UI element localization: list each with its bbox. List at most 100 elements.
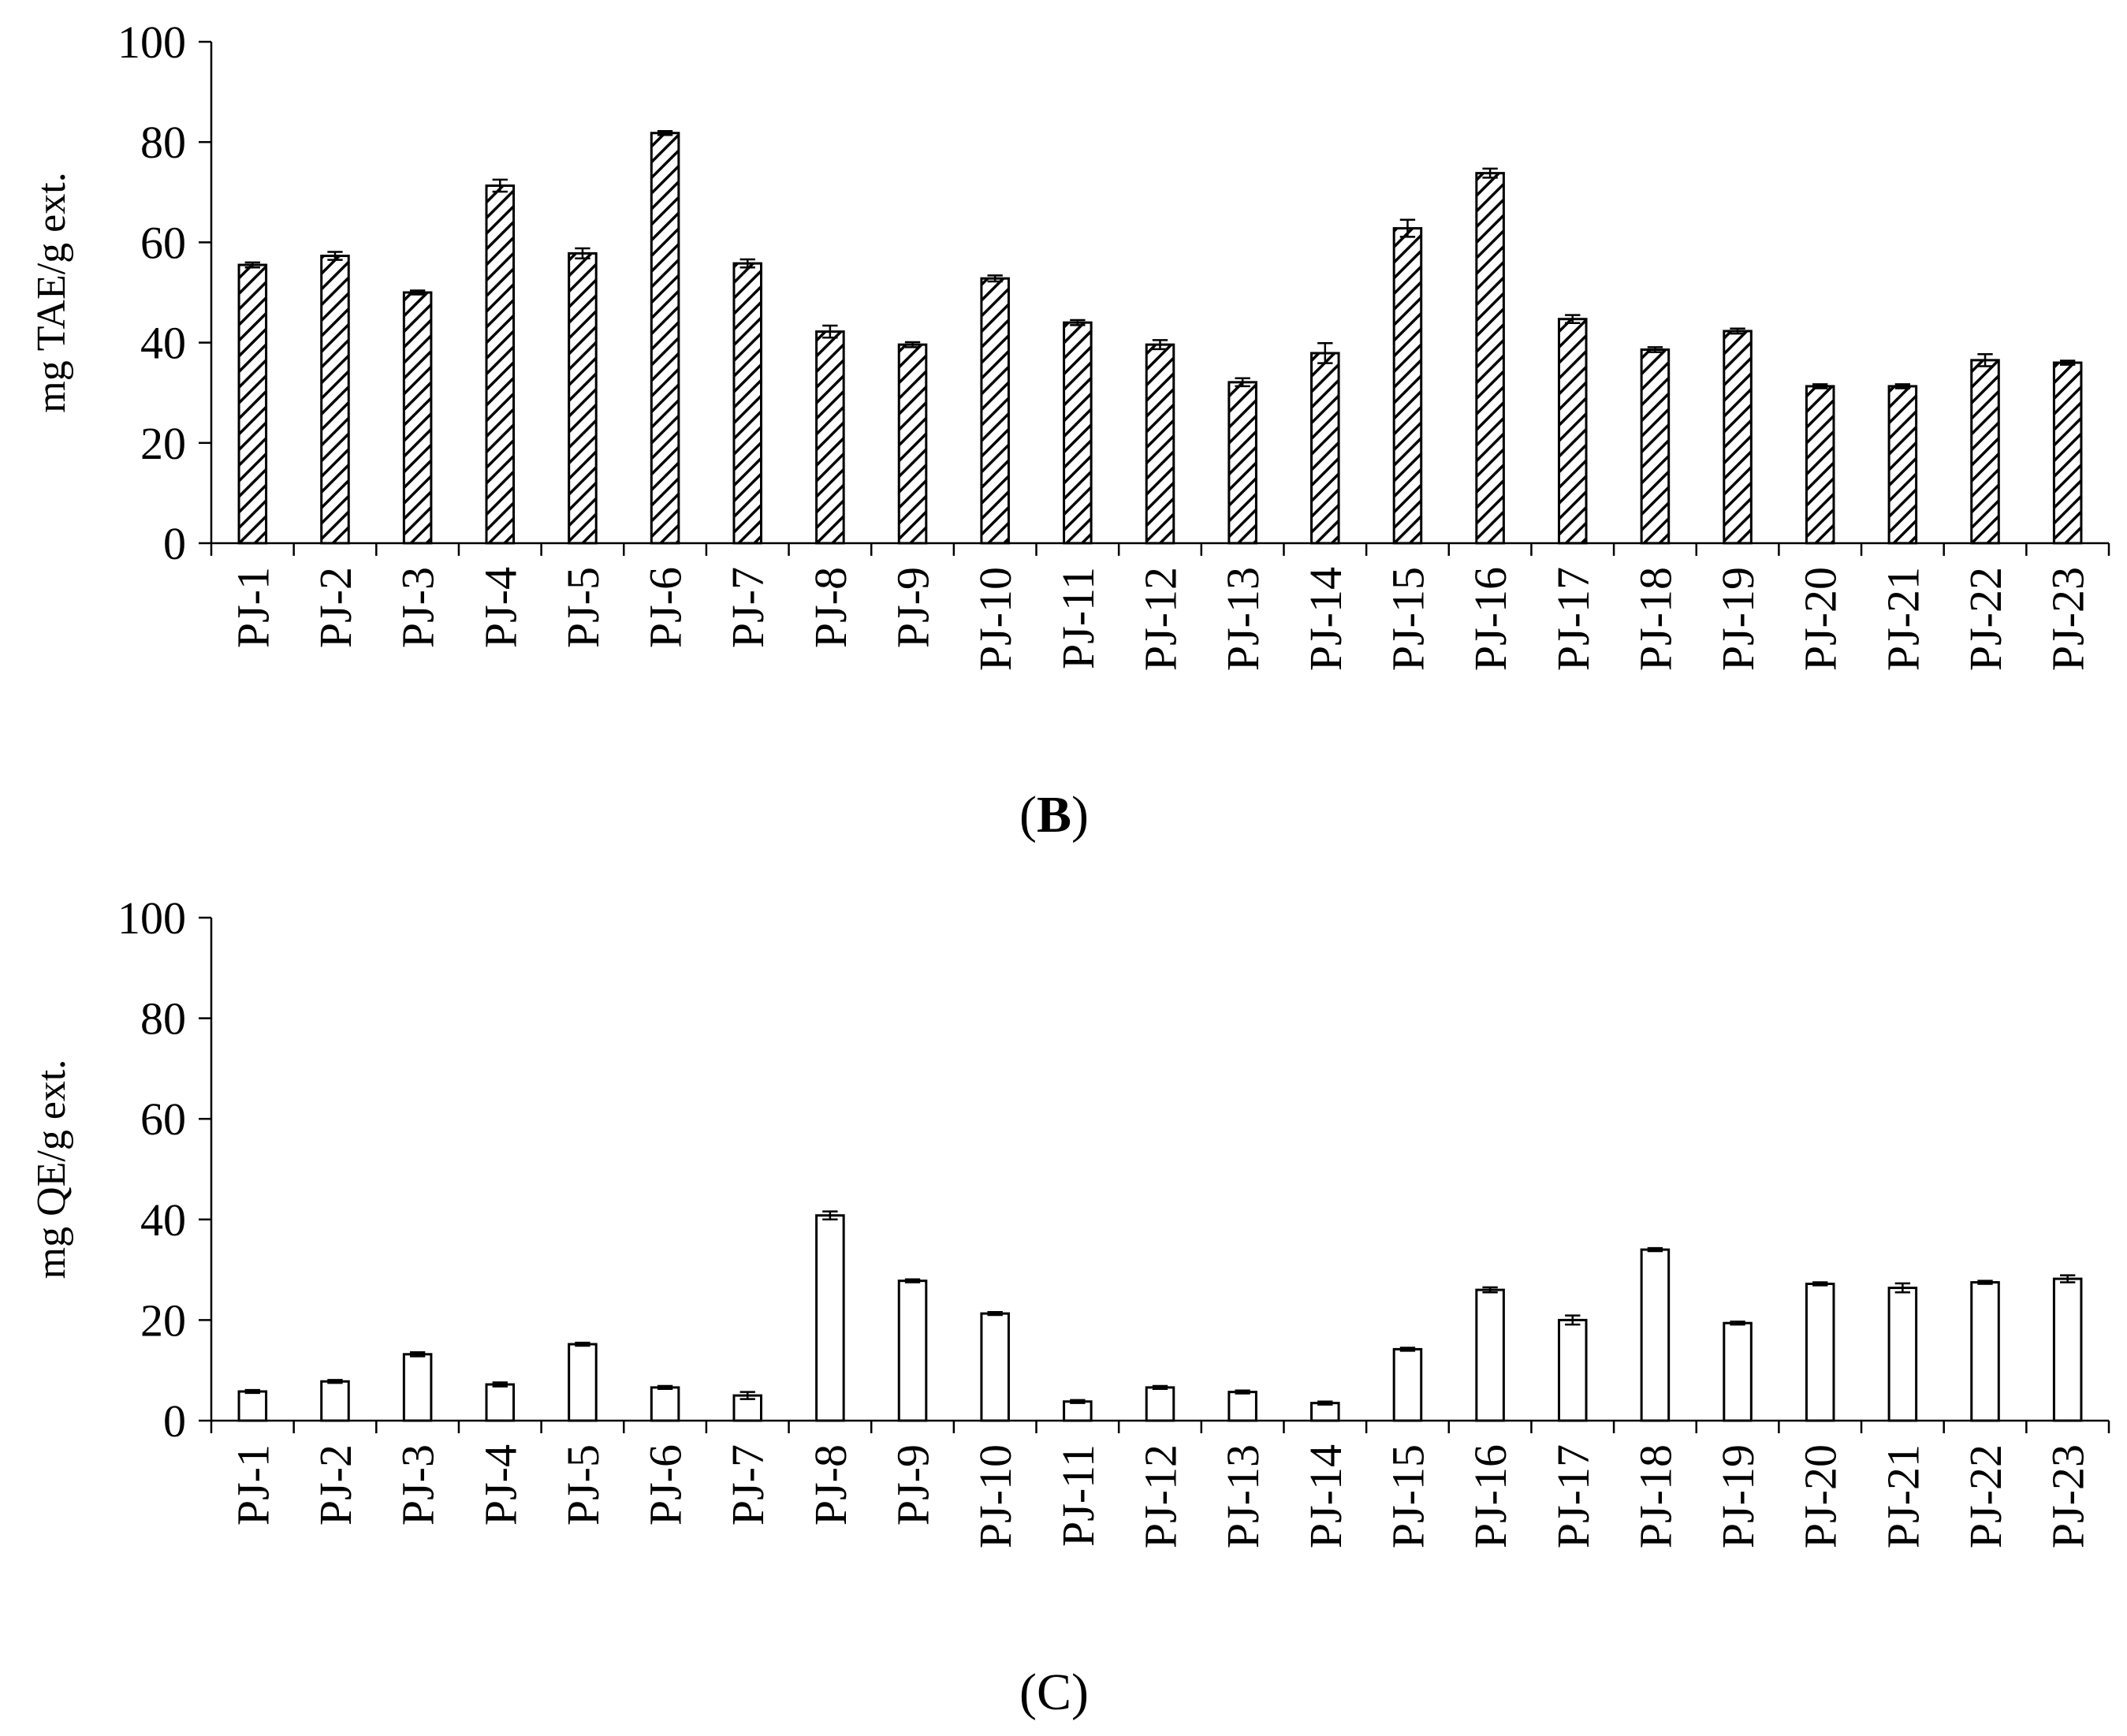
error-bar-b-pj-17 — [1565, 314, 1581, 325]
bar-c-pj-9 — [897, 1280, 928, 1422]
error-bar-c-pj-17 — [1565, 1314, 1581, 1326]
error-bar-c-pj-13 — [1235, 1389, 1250, 1395]
x-tick-label-c-pj-14: PJ-14 — [1300, 1444, 1351, 1548]
y-tick-label-c-20: 20 — [140, 1295, 186, 1346]
x-tick-label-c-pj-5: PJ-5 — [557, 1444, 609, 1526]
x-tick-label-c-pj-22: PJ-22 — [1960, 1444, 2011, 1548]
bar-b-pj-15 — [1392, 227, 1423, 545]
error-bar-c-pj-4 — [492, 1381, 508, 1388]
error-bar-c-pj-23 — [2060, 1274, 2076, 1283]
error-bar-c-pj-18 — [1647, 1246, 1663, 1253]
x-tick-label-c-pj-3: PJ-3 — [393, 1444, 444, 1526]
x-tick-label-b-pj-2: PJ-2 — [310, 567, 361, 648]
y-tick-label-b-40: 40 — [140, 318, 186, 369]
x-tick-label-b-pj-9: PJ-9 — [888, 567, 939, 648]
bar-b-pj-19 — [1723, 330, 1753, 545]
x-tick-label-b-pj-21: PJ-21 — [1877, 567, 1928, 671]
x-tick-label-c-pj-20: PJ-20 — [1795, 1444, 1846, 1548]
x-tick-label-b-pj-5: PJ-5 — [557, 567, 609, 648]
x-tick-label-c-pj-23: PJ-23 — [2043, 1444, 2094, 1548]
error-bar-b-pj-5 — [575, 247, 590, 260]
bar-c-pj-12 — [1145, 1386, 1175, 1422]
x-tick-label-b-pj-23: PJ-23 — [2043, 567, 2094, 671]
bar-b-pj-18 — [1640, 348, 1671, 545]
error-bar-b-pj-16 — [1482, 167, 1498, 179]
x-tick-label-b-pj-18: PJ-18 — [1630, 567, 1681, 671]
error-bar-c-pj-5 — [575, 1341, 590, 1347]
x-tick-label-b-pj-12: PJ-12 — [1135, 567, 1186, 671]
x-tick-label-c-pj-21: PJ-21 — [1877, 1444, 1928, 1548]
x-tick-label-c-pj-7: PJ-7 — [722, 1444, 773, 1526]
error-bar-c-pj-11 — [1070, 1399, 1086, 1404]
bar-c-pj-2 — [320, 1380, 350, 1422]
x-tick-label-b-pj-4: PJ-4 — [475, 567, 526, 648]
y-axis-title-c: mg QE/g ext. — [29, 1060, 74, 1280]
panel-label-c: C — [1037, 1663, 1071, 1721]
error-bar-b-pj-20 — [1812, 383, 1828, 389]
x-tick-label-c-pj-19: PJ-19 — [1712, 1444, 1764, 1548]
bar-c-pj-23 — [2052, 1277, 2083, 1422]
x-tick-label-b-pj-11: PJ-11 — [1052, 567, 1104, 669]
panel-caption-c: (C) — [1019, 1663, 1089, 1721]
bar-c-pj-18 — [1640, 1248, 1671, 1422]
error-bar-c-pj-16 — [1482, 1286, 1498, 1294]
error-bar-b-pj-15 — [1399, 218, 1416, 238]
bar-b-pj-17 — [1557, 318, 1588, 545]
x-tick-label-c-pj-18: PJ-18 — [1630, 1444, 1681, 1548]
x-tick-label-b-pj-15: PJ-15 — [1382, 567, 1433, 671]
error-bar-c-pj-21 — [1894, 1282, 1911, 1294]
bar-b-pj-23 — [2052, 361, 2083, 545]
bar-c-pj-17 — [1557, 1318, 1588, 1422]
y-tick-label-c-100: 100 — [117, 892, 186, 944]
error-bar-b-pj-23 — [2060, 359, 2076, 366]
error-bar-b-pj-9 — [904, 341, 921, 348]
bar-b-pj-9 — [897, 343, 928, 545]
bar-c-pj-19 — [1723, 1321, 1753, 1422]
error-bar-b-pj-6 — [657, 129, 673, 136]
error-bar-c-pj-14 — [1317, 1400, 1333, 1406]
x-tick-label-c-pj-4: PJ-4 — [475, 1444, 526, 1526]
x-tick-label-b-pj-8: PJ-8 — [805, 567, 856, 648]
y-tick-label-c-60: 60 — [140, 1093, 186, 1145]
error-bar-b-pj-13 — [1235, 377, 1250, 388]
bar-b-pj-1 — [237, 263, 268, 545]
bar-c-pj-10 — [980, 1312, 1010, 1422]
error-bar-c-pj-12 — [1152, 1384, 1168, 1391]
bar-b-pj-2 — [320, 255, 350, 545]
x-tick-label-c-pj-10: PJ-10 — [970, 1444, 1021, 1548]
x-tick-label-b-pj-19: PJ-19 — [1712, 567, 1764, 671]
x-tick-label-c-pj-1: PJ-1 — [227, 1444, 278, 1526]
bar-b-pj-14 — [1310, 352, 1340, 545]
bar-c-pj-6 — [650, 1386, 680, 1422]
error-bar-b-pj-10 — [987, 274, 1003, 283]
panel-label-b: B — [1037, 786, 1071, 844]
bar-b-pj-4 — [485, 184, 516, 545]
x-tick-label-b-pj-16: PJ-16 — [1465, 567, 1516, 671]
bar-b-pj-8 — [815, 330, 845, 545]
bar-c-pj-22 — [1970, 1281, 2000, 1422]
y-tick-label-c-80: 80 — [140, 993, 186, 1045]
y-tick-label-b-80: 80 — [140, 117, 186, 168]
bar-c-pj-16 — [1475, 1288, 1505, 1422]
y-axis-title-b: mg TAE/g ext. — [29, 172, 74, 412]
x-tick-label-c-pj-9: PJ-9 — [888, 1444, 939, 1526]
bar-b-pj-12 — [1145, 343, 1175, 545]
bar-b-pj-3 — [402, 291, 433, 545]
error-bar-c-pj-9 — [904, 1278, 921, 1283]
y-tick-label-b-60: 60 — [140, 217, 186, 268]
bar-b-pj-10 — [980, 277, 1010, 545]
bar-b-pj-22 — [1970, 359, 2000, 545]
x-tick-label-b-pj-1: PJ-1 — [227, 567, 278, 648]
x-tick-label-b-pj-17: PJ-17 — [1548, 567, 1599, 671]
error-bar-c-pj-8 — [822, 1210, 838, 1221]
x-tick-label-b-pj-13: PJ-13 — [1217, 567, 1268, 671]
bar-c-pj-3 — [402, 1353, 433, 1422]
chart-panel-b: 0 20 40 60 80 100 mg TAE/g ext. PJ-1 PJ-2 PJ-3 PJ-… — [29, 17, 2110, 671]
x-tick-label-c-pj-11: PJ-11 — [1052, 1444, 1104, 1547]
bar-b-pj-6 — [650, 132, 680, 545]
x-tick-label-b-pj-6: PJ-6 — [640, 567, 691, 648]
y-tick-label-b-20: 20 — [140, 418, 186, 469]
bar-c-pj-8 — [815, 1214, 845, 1422]
error-bar-b-pj-7 — [739, 258, 755, 269]
error-bar-c-pj-3 — [409, 1350, 426, 1358]
